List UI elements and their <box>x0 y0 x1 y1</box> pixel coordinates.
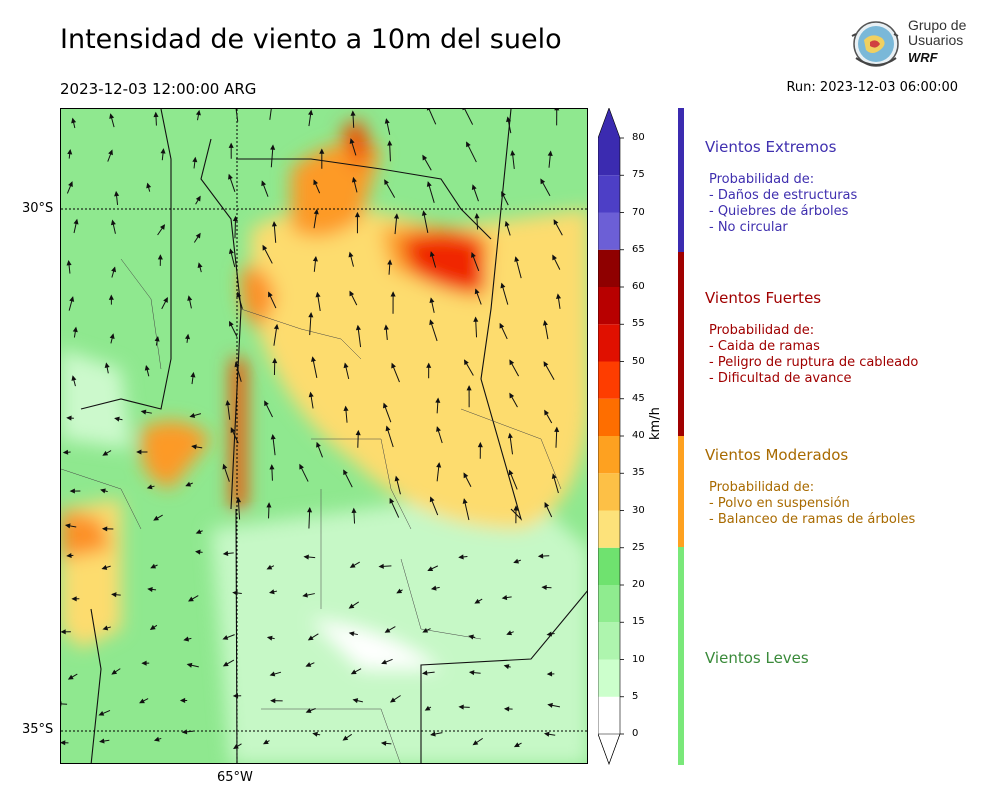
colorbar-bin <box>598 473 620 511</box>
colorbar-bin <box>598 212 620 250</box>
lon-label-65w: 65°W <box>217 770 253 785</box>
desc-line: - Dificultad de avance <box>709 371 852 386</box>
desc-line: - No circular <box>709 220 788 235</box>
category-bar-leves <box>678 547 684 765</box>
colorbar-bin <box>598 659 620 697</box>
colorbar-tick-label: 30 <box>632 504 645 516</box>
category-title-leves: Vientos Leves <box>705 649 809 667</box>
colorbar-bin <box>598 324 620 362</box>
colorbar-tick-label: 80 <box>632 132 645 143</box>
colorbar <box>597 107 628 768</box>
colorbar-scale <box>597 107 624 765</box>
wind-map-canvas <box>61 109 587 763</box>
logo-line-1: Grupo de <box>908 17 967 33</box>
colorbar-bin <box>598 622 620 660</box>
desc-line: Probabilidad de: <box>709 323 815 338</box>
colorbar-tick-label: 70 <box>632 206 645 218</box>
wind-map <box>60 108 588 764</box>
colorbar-bin <box>598 547 620 585</box>
colorbar-bin <box>598 361 620 399</box>
map-title: Intensidad de viento a 10m del suelo <box>60 24 562 55</box>
desc-line: - Balanceo de ramas de árboles <box>709 512 916 527</box>
colorbar-tick-label: 20 <box>632 579 645 590</box>
category-desc-fuertes: Probabilidad de: - Caida de ramas - Peli… <box>709 323 918 387</box>
colorbar-tick-label: 5 <box>632 690 639 702</box>
category-desc-extremos: Probabilidad de: - Daños de estructuras … <box>709 172 857 236</box>
colorbar-bin <box>598 287 620 325</box>
colorbar-tick-label: 45 <box>632 392 645 404</box>
colorbar-bin <box>598 696 620 734</box>
desc-line: - Quiebres de árboles <box>709 204 849 219</box>
run-time: Run: 2023-12-03 06:00:00 <box>786 80 958 95</box>
desc-line: - Polvo en suspensión <box>709 496 850 511</box>
colorbar-tick-label: 55 <box>632 318 645 330</box>
desc-line: - Peligro de ruptura de cableado <box>709 355 919 370</box>
colorbar-extend-max <box>598 108 620 138</box>
colorbar-tick-label: 65 <box>632 243 645 255</box>
colorbar-tick-label: 15 <box>632 616 645 628</box>
colorbar-tick-label: 40 <box>632 430 645 441</box>
colorbar-tick-label: 0 <box>632 728 639 739</box>
colorbar-extend-min <box>597 733 621 765</box>
desc-line: - Daños de estructuras <box>709 188 858 203</box>
colorbar-bin <box>598 249 620 287</box>
valid-time: 2023-12-03 12:00:00 ARG <box>60 80 257 98</box>
colorbar-tick-label: 25 <box>632 541 645 553</box>
category-bar-fuertes <box>678 252 684 436</box>
colorbar-tick-label: 50 <box>632 355 645 367</box>
colorbar-bin <box>598 175 620 213</box>
colorbar-bin <box>598 398 620 436</box>
lat-label-30s: 30°S <box>22 201 54 216</box>
colorbar-tick-label: 60 <box>632 281 645 292</box>
wrf-logo: Grupo de Usuarios WRF <box>848 16 973 74</box>
desc-line: - Caida de ramas <box>709 339 820 354</box>
category-bar-moderados <box>678 436 684 547</box>
lat-label-35s: 35°S <box>22 722 54 737</box>
colorbar-bin <box>598 510 620 548</box>
desc-line: Probabilidad de: <box>709 172 815 187</box>
category-title-fuertes: Vientos Fuertes <box>705 289 822 307</box>
category-title-moderados: Vientos Moderados <box>705 446 849 464</box>
colorbar-tick-label: 10 <box>632 653 645 665</box>
colorbar-bin <box>598 585 620 623</box>
category-desc-moderados: Probabilidad de: - Polvo en suspensión -… <box>709 480 915 528</box>
desc-line: Probabilidad de: <box>709 480 815 495</box>
category-bar-extremos <box>678 108 684 252</box>
logo-line-3: WRF <box>908 50 938 65</box>
logo-line-2: Usuarios <box>908 32 964 48</box>
category-title-extremos: Vientos Extremos <box>705 138 837 156</box>
colorbar-tick-label: 75 <box>632 169 645 181</box>
colorbar-bin <box>598 138 620 176</box>
colorbar-bin <box>598 436 620 474</box>
colorbar-tick-label: 35 <box>632 467 645 479</box>
colorbar-unit: km/h <box>648 407 663 440</box>
globe-icon <box>851 21 899 67</box>
